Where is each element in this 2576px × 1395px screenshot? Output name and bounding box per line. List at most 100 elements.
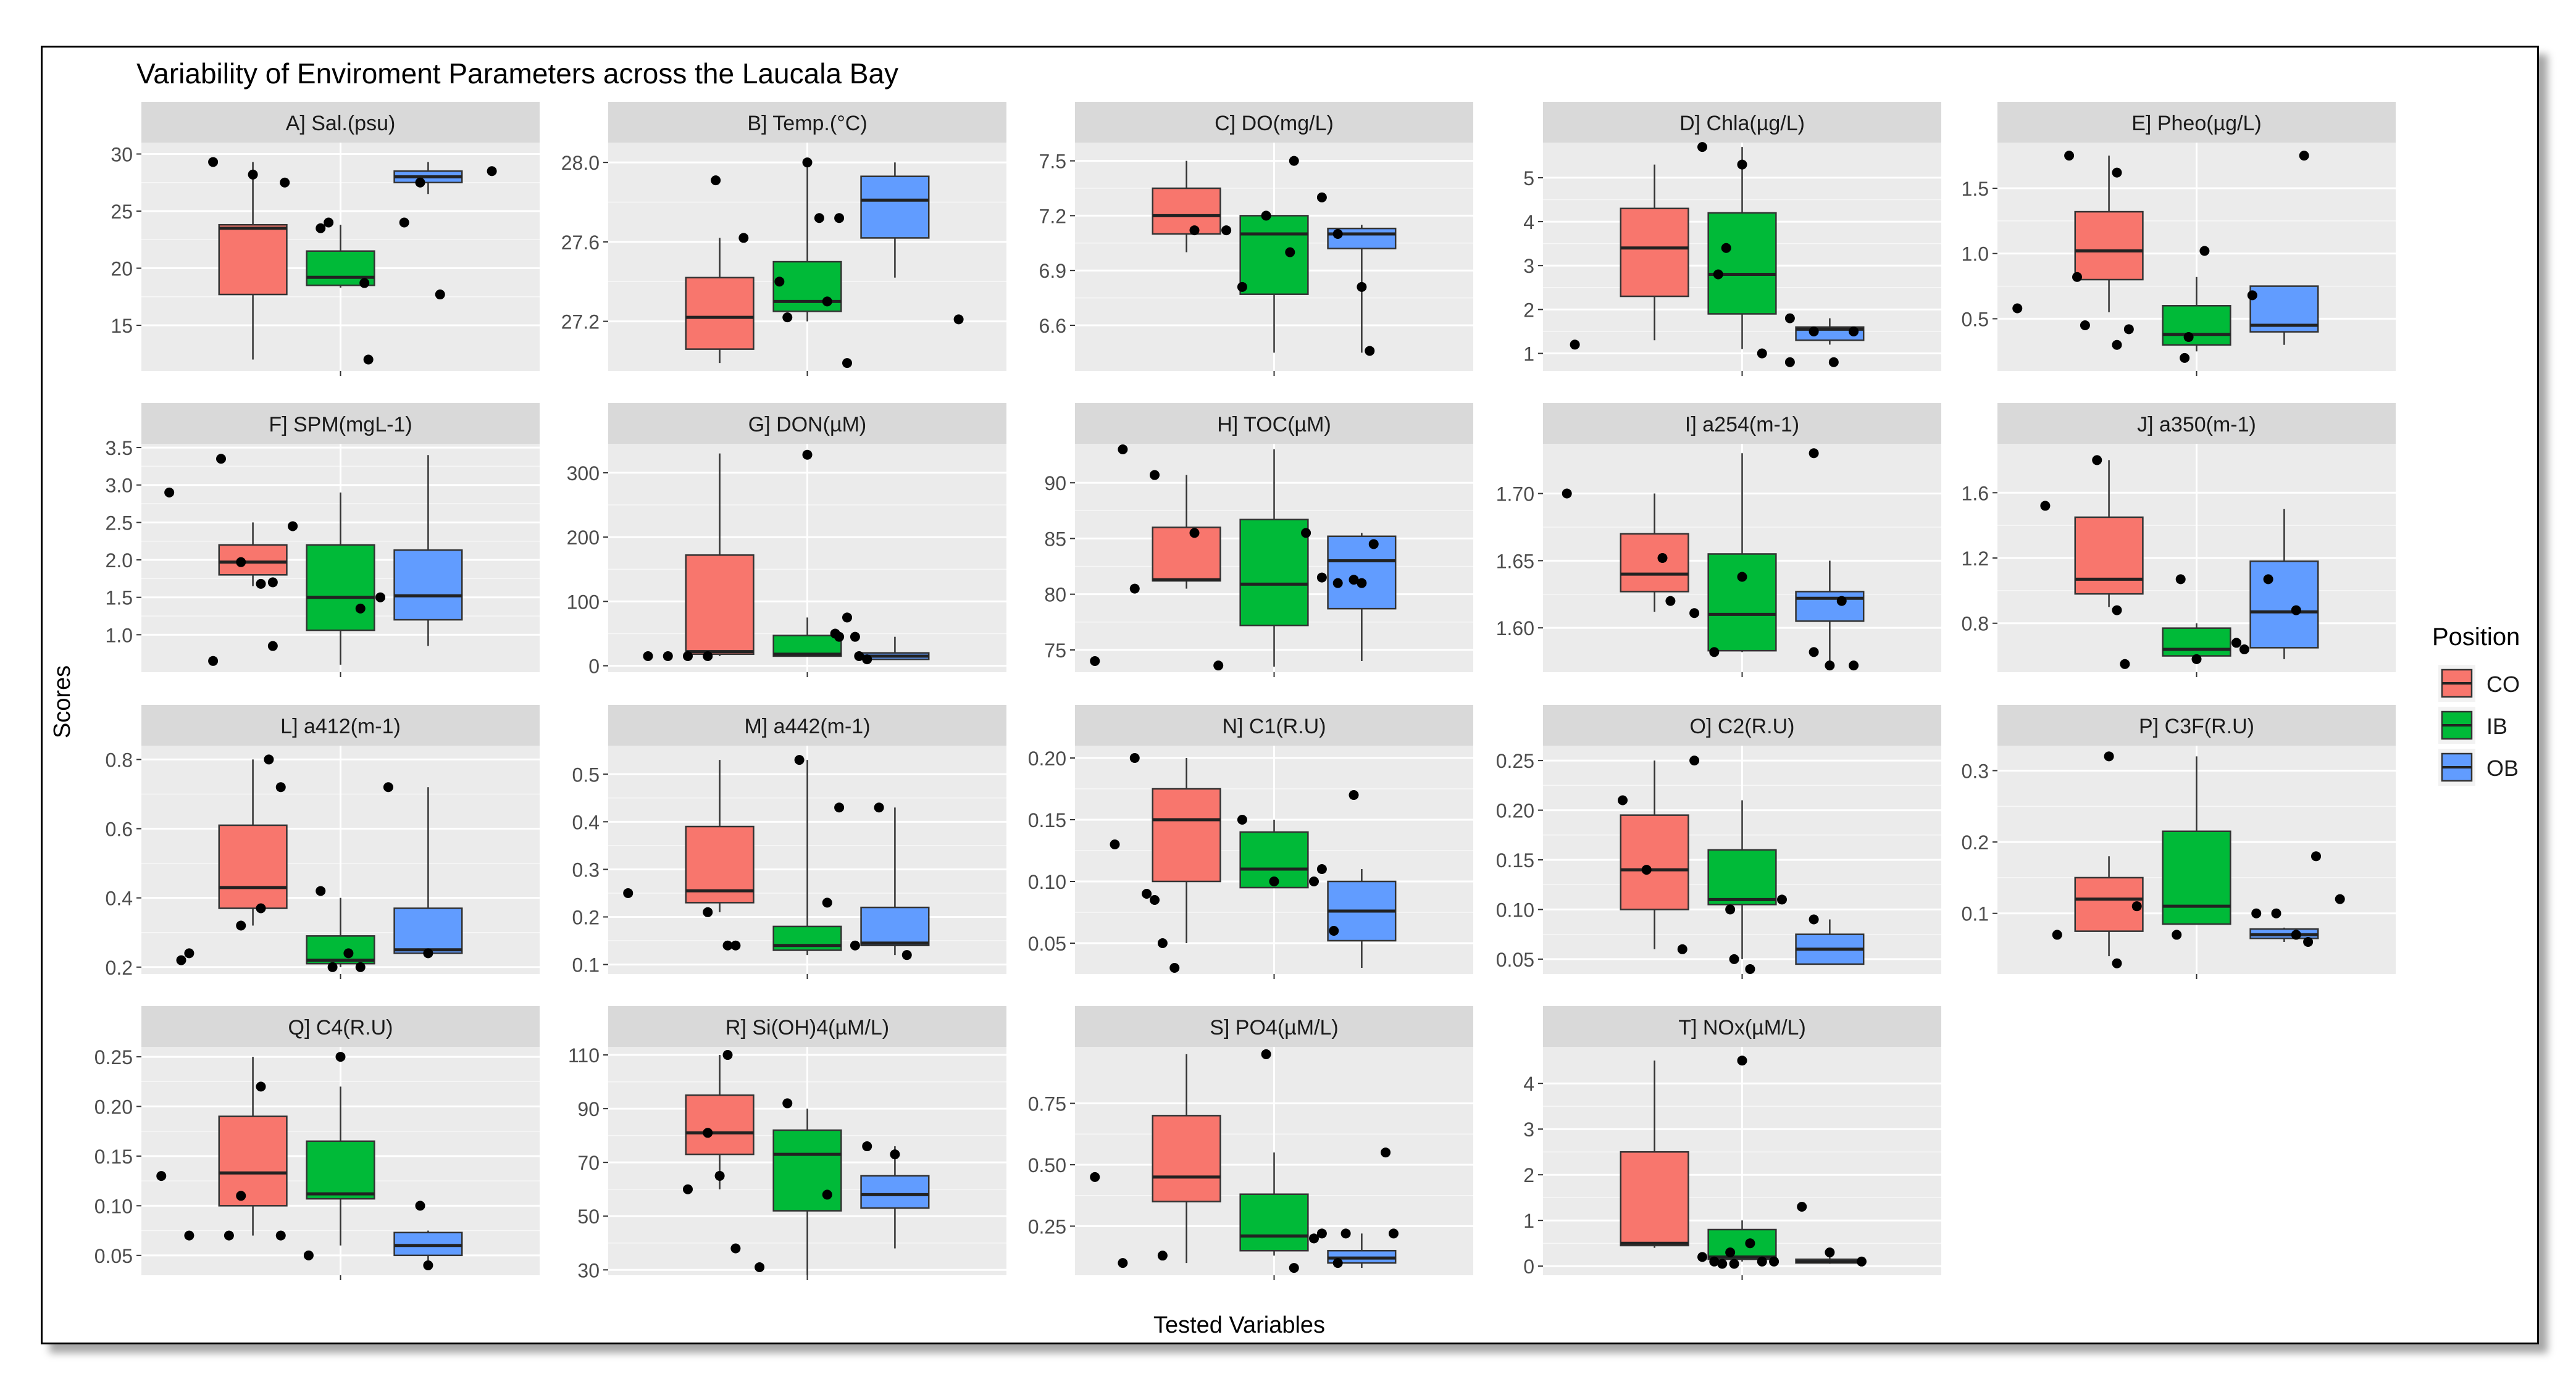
data-point — [1221, 225, 1232, 236]
y-tick-label: 0.4 — [572, 811, 600, 833]
data-point — [1090, 1172, 1100, 1182]
y-tick-label: 0.2 — [106, 957, 133, 979]
facet-panel: D] Chla(µg/L) 1 2 3 4 5 — [1523, 102, 1941, 376]
data-point — [1737, 1056, 1747, 1066]
data-point — [2291, 930, 2301, 940]
data-point — [343, 948, 354, 959]
data-point — [1349, 575, 1359, 585]
x-axis-label: Tested Variables — [1153, 1312, 1325, 1338]
y-tick-label: 6.6 — [1039, 315, 1066, 337]
data-point — [1213, 660, 1224, 671]
data-point — [1729, 1259, 1739, 1269]
y-tick-label: 1 — [1523, 343, 1534, 365]
y-tick-label: 1.2 — [1962, 548, 1989, 570]
data-point — [1784, 313, 1795, 323]
facet-panel: C] DO(mg/L) 6.6 6.9 7.2 7.5 — [1039, 102, 1473, 376]
data-point — [2123, 324, 2134, 335]
box-co — [685, 238, 755, 364]
y-tick-label: 90 — [577, 1098, 600, 1120]
data-point — [236, 557, 246, 567]
data-point — [156, 1171, 167, 1181]
data-point — [184, 948, 194, 959]
facet-title: M] a442(m-1) — [744, 715, 870, 738]
facet-strip — [1075, 102, 1473, 143]
box-body — [1327, 535, 1397, 610]
data-point — [1157, 938, 1168, 948]
box-body — [2074, 210, 2144, 281]
data-point — [1332, 578, 1343, 588]
data-point — [722, 940, 733, 951]
data-point — [1857, 1256, 1867, 1267]
box-ob — [393, 162, 463, 194]
y-tick-label: 0 — [1523, 1256, 1534, 1278]
data-point — [822, 296, 832, 307]
data-point — [1784, 357, 1795, 367]
data-point — [164, 487, 175, 498]
y-tick-label: 30 — [577, 1259, 600, 1281]
data-point — [1709, 1256, 1720, 1267]
facet-panel: L] a412(m-1) 0.2 0.4 0.6 0.8 — [106, 705, 540, 979]
y-tick-label: 0.10 — [1028, 871, 1066, 893]
facet-title: C] DO(mg/L) — [1215, 112, 1334, 135]
data-point — [1828, 357, 1839, 367]
facet-strip — [608, 102, 1006, 143]
data-point — [834, 213, 845, 223]
data-point — [1357, 578, 1367, 588]
data-point — [782, 312, 793, 323]
data-point — [2175, 574, 2186, 585]
box-ob — [1327, 533, 1397, 661]
y-tick-label: 90 — [1044, 472, 1066, 494]
box-body — [218, 544, 288, 576]
data-point — [363, 354, 374, 365]
facet-title: S] PO4(µM/L) — [1210, 1016, 1339, 1039]
data-point — [1709, 647, 1720, 657]
box-body — [306, 1140, 375, 1200]
y-tick-label: 3.0 — [106, 475, 133, 497]
data-point — [2239, 644, 2249, 654]
data-point — [355, 962, 366, 972]
facet-title: R] Si(OH)4(µM/L) — [726, 1016, 889, 1039]
y-tick-label: 0.2 — [572, 907, 600, 929]
facet-panel: H] TOC(µM) 75 80 85 90 — [1044, 403, 1473, 677]
y-tick-label: 2.0 — [106, 549, 133, 572]
y-tick-label: 80 — [1044, 584, 1066, 606]
data-point — [1689, 756, 1700, 766]
data-point — [1289, 1263, 1299, 1273]
data-point — [1713, 269, 1723, 280]
y-tick-label: 0.2 — [1962, 831, 1989, 854]
box-co — [1620, 164, 1689, 341]
data-point — [275, 1230, 286, 1241]
data-point — [224, 1230, 234, 1241]
facet-title: J] a350(m-1) — [2137, 413, 2256, 436]
data-point — [643, 651, 653, 661]
data-point — [1737, 572, 1747, 582]
data-point — [755, 1262, 765, 1272]
data-point — [2199, 246, 2210, 256]
data-point — [1129, 583, 1140, 594]
data-point — [722, 1050, 733, 1060]
facet-title: Q] C4(R.U) — [288, 1016, 393, 1039]
facet-panel: P] C3F(R.U) 0.1 0.2 0.3 — [1962, 705, 2396, 979]
data-point — [1150, 470, 1160, 480]
data-point — [1721, 243, 1731, 253]
y-tick-label: 75 — [1044, 639, 1066, 662]
y-tick-label: 0.8 — [1962, 613, 1989, 635]
facet-strip — [1543, 102, 1941, 143]
box-co — [218, 1057, 288, 1236]
box-body — [860, 175, 930, 239]
box-co — [685, 453, 755, 656]
y-tick-label: 0.20 — [1028, 747, 1066, 770]
box-ob — [393, 787, 463, 954]
y-tick-label: 0.15 — [1496, 849, 1534, 872]
box-body — [2162, 627, 2231, 657]
box-ib — [1239, 449, 1309, 667]
data-point — [2112, 167, 2122, 178]
data-point — [1809, 647, 1819, 657]
data-point — [1665, 596, 1676, 606]
y-tick-label: 200 — [567, 527, 600, 549]
data-point — [275, 782, 286, 793]
facet-title: N] C1(R.U) — [1222, 715, 1326, 738]
box-body — [860, 906, 930, 947]
data-point — [1150, 895, 1160, 905]
y-tick-label: 4 — [1523, 1073, 1534, 1095]
